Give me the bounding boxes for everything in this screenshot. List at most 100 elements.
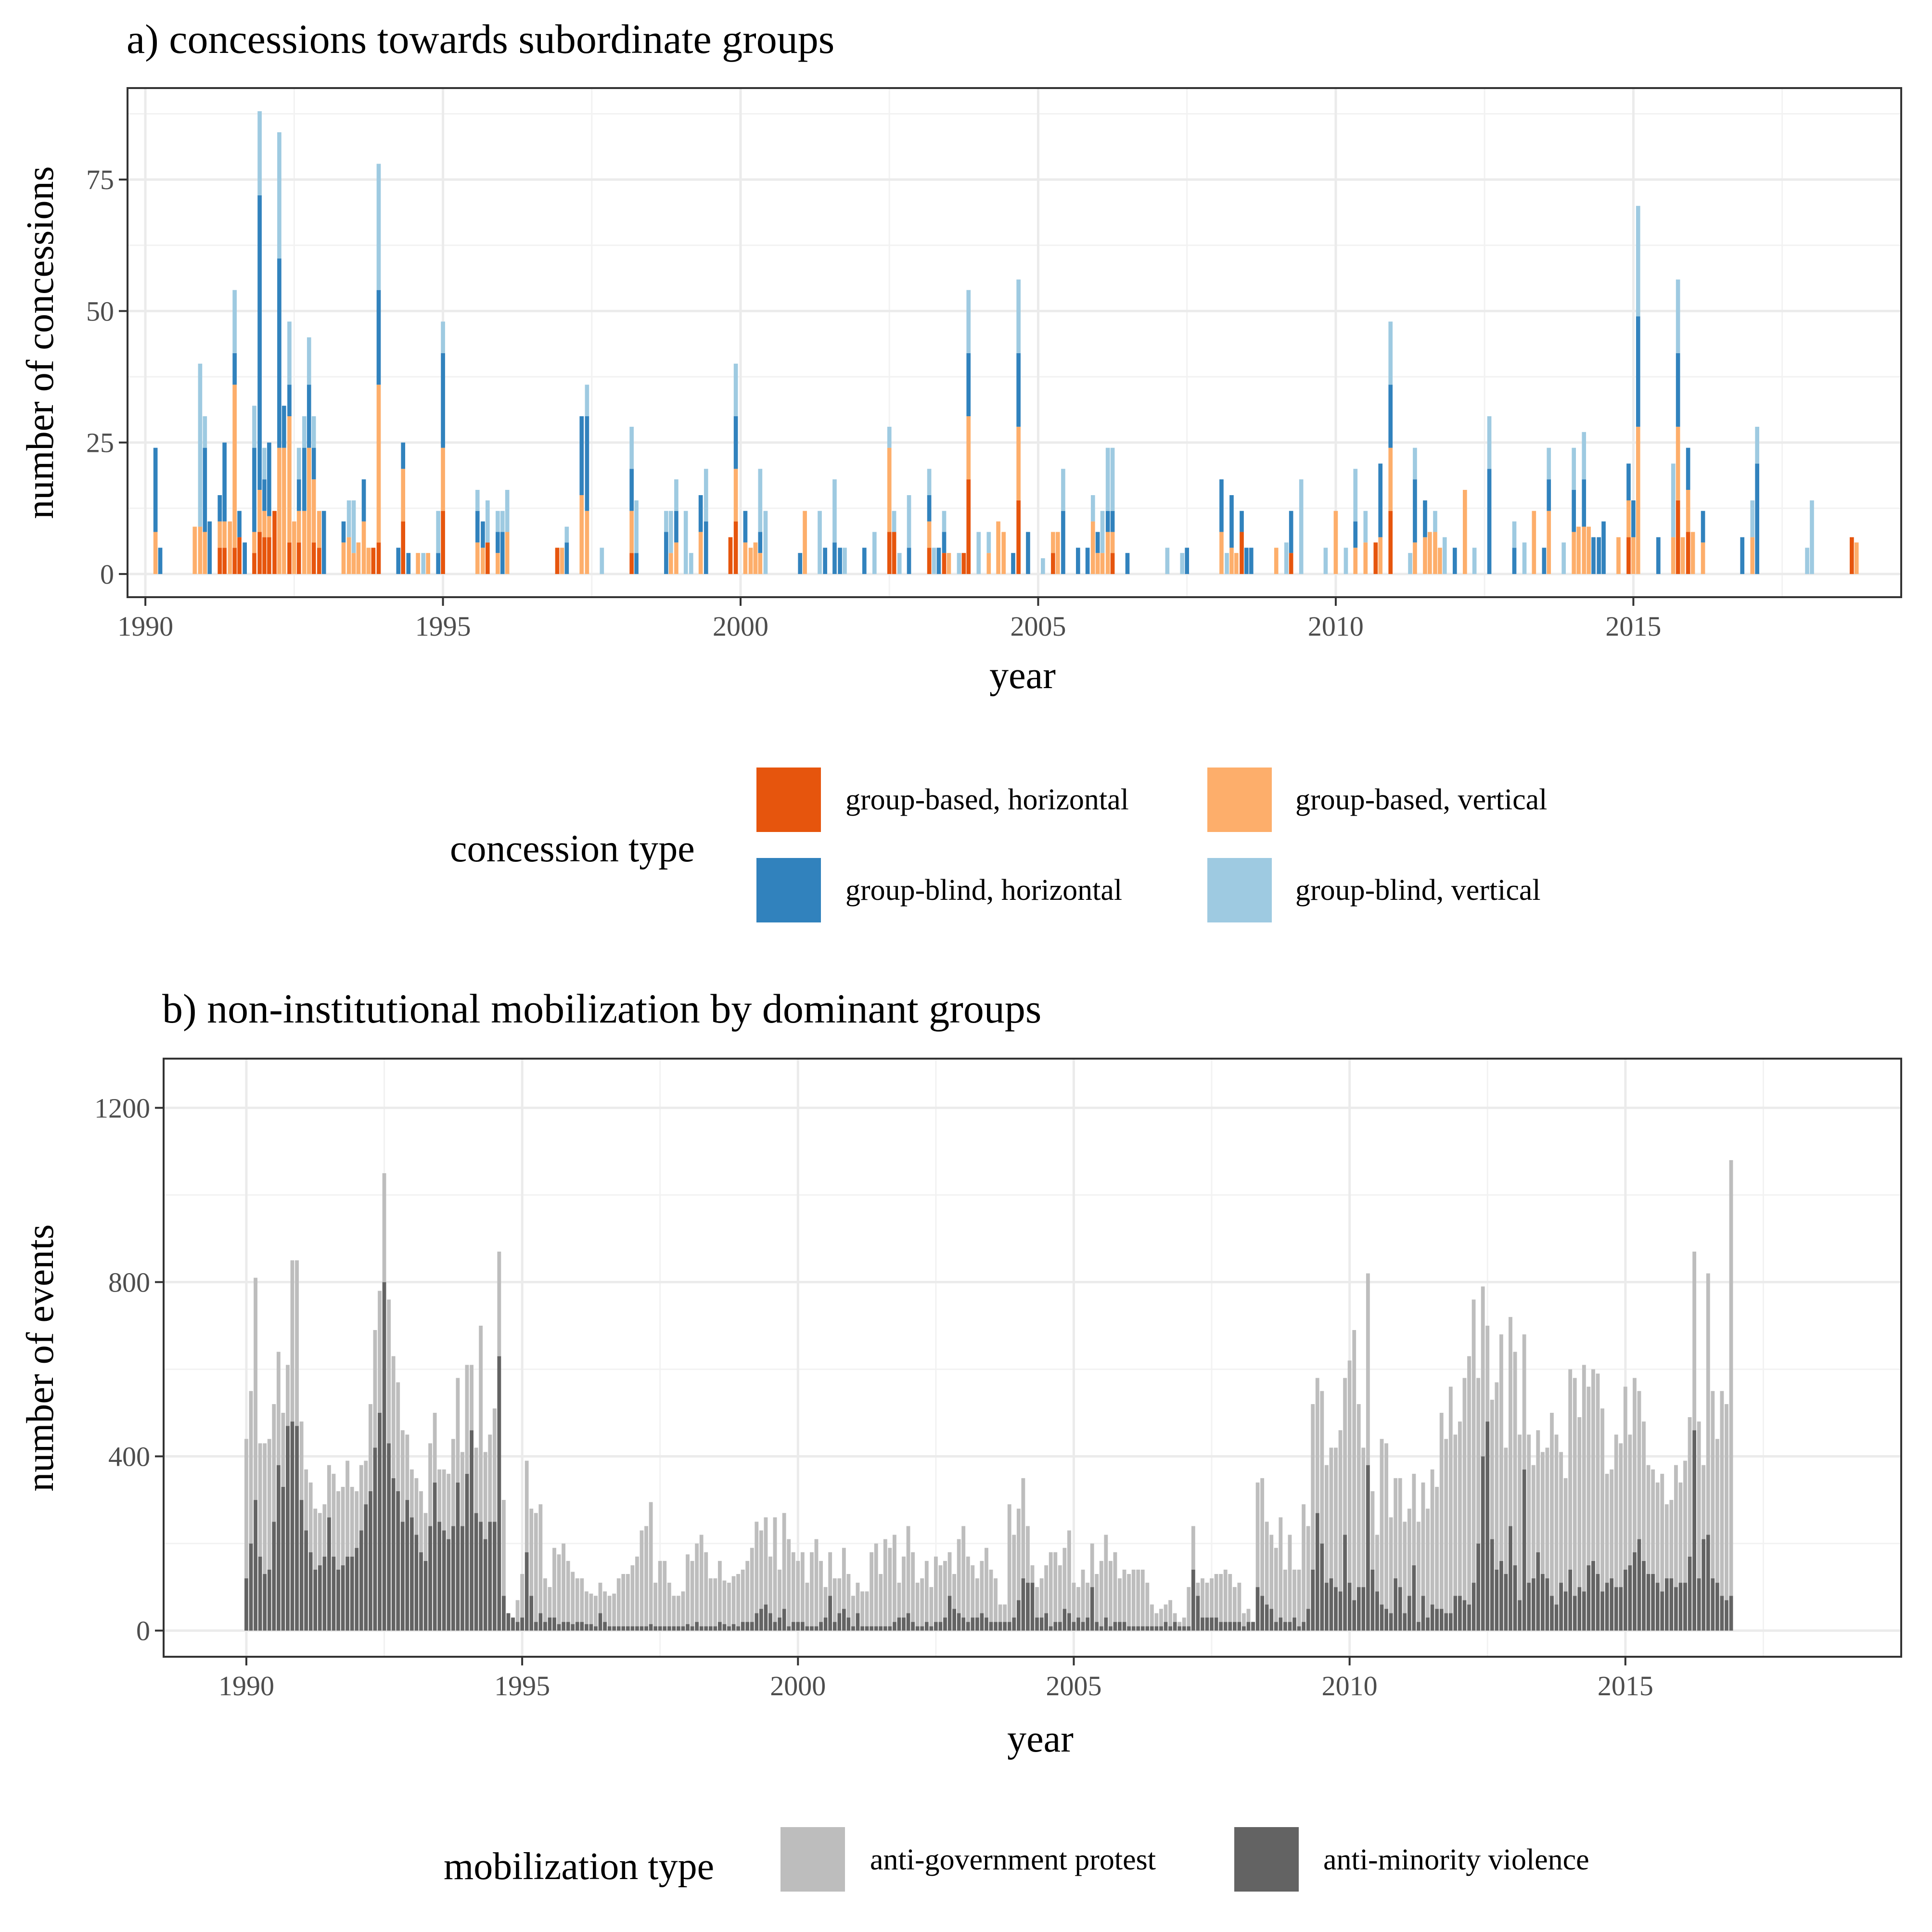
bar-protest [1573,1378,1577,1596]
bar-segment-gb_v [361,521,366,574]
bar-protest [1568,1369,1573,1570]
bar-protest [1182,1617,1186,1626]
bar-segment-gbl_v [892,511,896,532]
bar-protest [1173,1613,1177,1622]
bar-protest [1076,1587,1080,1618]
bar-protest [1563,1478,1568,1592]
bar-violence [667,1626,671,1631]
bar-violence [985,1617,988,1631]
bar-segment-gb_v [1016,426,1021,500]
bar-segment-gbl_v [436,511,440,553]
legend-swatch-gbl-v [1207,858,1272,922]
bar-protest [957,1539,961,1613]
bar-segment-gb_v [758,553,763,574]
bar-segment-gbl_h [1582,479,1587,527]
bar-violence [1573,1596,1577,1631]
bar-protest [1600,1408,1604,1592]
bar-violence [465,1473,469,1631]
bar-segment-gbl_h [1076,548,1080,574]
bar-segment-gb_v [1547,511,1551,574]
bar-segment-gb_v [356,542,361,574]
bar-segment-gb_v [1229,548,1234,574]
bar-segment-gb_v [733,469,738,522]
bar-violence [1669,1578,1674,1631]
bar-protest [589,1593,593,1625]
x-tick-label: 2010 [1322,1670,1378,1702]
bar-violence [1255,1587,1260,1631]
bar-segment-gbl_h [1656,537,1661,574]
bar-violence [1279,1617,1283,1631]
bar-segment-gbl_h [237,511,242,537]
bar-violence [929,1626,934,1631]
bar-protest [1384,1443,1388,1609]
bar-protest [1711,1391,1715,1579]
bar-protest [1536,1430,1540,1552]
bar-segment-gb_v [1676,426,1680,500]
bar-segment-gb_h [927,548,932,574]
bar-segment-gbl_h [832,542,837,574]
bar-protest [1214,1574,1218,1618]
bar-segment-gb_v [198,526,203,574]
bar-violence [1605,1583,1609,1631]
bar-segment-gb_v [153,532,158,574]
bar-segment-gb_v [668,553,673,574]
bar-protest [1058,1565,1062,1622]
bar-violence [731,1624,736,1631]
legend-label-gbl-h: group-blind, horizontal [845,874,1122,907]
bar-violence [787,1626,791,1631]
bar-protest [1407,1509,1411,1596]
bar-violence [1646,1574,1651,1631]
bar-violence [1228,1622,1232,1631]
bar-segment-gbl_h [1597,537,1601,574]
bar-protest [1347,1360,1352,1583]
bar-protest [1540,1452,1545,1574]
bar-protest [745,1561,750,1622]
bar-segment-gb_v [1234,553,1239,574]
bar-violence [879,1626,883,1631]
bar-protest [828,1552,832,1596]
bar-segment-gb_v [296,511,301,543]
bar-segment-gb_v [1333,511,1338,574]
bar-violence [580,1622,584,1631]
bar-violence [1545,1578,1549,1631]
bar-segment-gb_h [218,548,222,574]
bar-segment-gb_h [1016,500,1021,574]
bar-violence [336,1569,340,1631]
bar-protest [768,1556,772,1613]
bar-violence [1471,1583,1476,1631]
bar-segment-gbl_v [763,511,768,574]
bar-protest [548,1587,552,1618]
bar-segment-gbl_v [1472,548,1477,574]
bar-violence [1706,1535,1710,1631]
bar-segment-gbl_h [207,521,212,574]
bar-protest [355,1491,359,1548]
bar-protest [1086,1583,1090,1618]
bar-segment-gb_v [292,521,296,574]
bar-protest [1177,1622,1182,1626]
bar-protest [1509,1317,1512,1526]
bar-segment-gb_h [1388,511,1393,574]
bar-violence [658,1626,662,1631]
bar-protest [327,1465,331,1518]
bar-segment-gbl_v [1442,537,1447,574]
bar-protest [332,1473,336,1557]
bar-segment-gb_h [222,548,227,574]
bar-segment-gbl_v [758,469,763,532]
bar-protest [1232,1587,1237,1622]
bar-segment-gb_v [1274,548,1279,574]
bar-segment-gbl_v [307,337,311,385]
bar-violence [244,1578,248,1631]
bar-segment-gbl_v [1061,469,1065,511]
bar-violence [506,1613,511,1631]
bar-segment-gbl_h [1740,537,1745,574]
bar-segment-gbl_v [257,111,262,195]
bar-protest [947,1552,952,1596]
bar-protest [1265,1522,1269,1605]
bar-protest [975,1578,979,1618]
bar-segment-gb_v [698,532,703,574]
bar-protest [1559,1452,1563,1583]
bar-segment-gbl_v [1487,416,1492,469]
bar-violence [1421,1596,1425,1631]
bar-protest [736,1574,741,1626]
bar-violence [1600,1591,1604,1631]
